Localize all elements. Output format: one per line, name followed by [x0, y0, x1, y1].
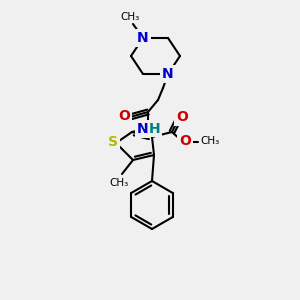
- Text: CH₃: CH₃: [120, 12, 140, 22]
- Text: O: O: [118, 109, 130, 123]
- Text: O: O: [176, 110, 188, 124]
- Text: H: H: [149, 122, 161, 136]
- Text: S: S: [108, 135, 118, 149]
- Text: N: N: [137, 31, 149, 45]
- Text: CH₃: CH₃: [200, 136, 220, 146]
- Text: N: N: [137, 122, 149, 136]
- Text: N: N: [162, 67, 174, 81]
- Text: CH₃: CH₃: [110, 178, 129, 188]
- Text: O: O: [179, 134, 191, 148]
